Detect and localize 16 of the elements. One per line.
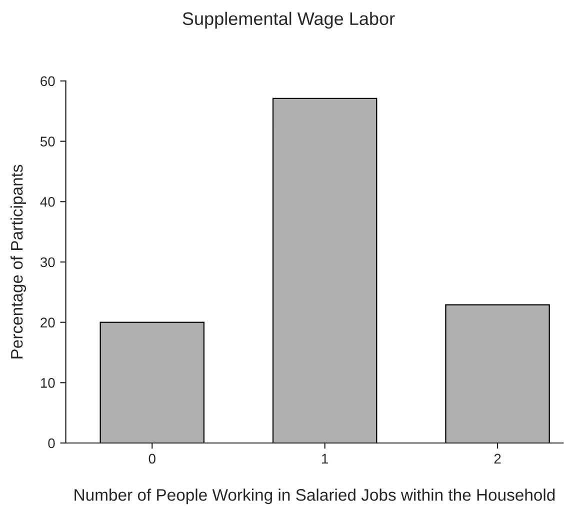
x-tick-label: 2 [494, 454, 501, 464]
x-tick-label: 0 [148, 454, 156, 464]
y-tick-label: 40 [40, 196, 55, 207]
y-tick-label: 60 [40, 76, 55, 86]
x-tick-label: 1 [322, 454, 328, 464]
y-tick-label: 30 [40, 257, 55, 268]
y-tick-label: 10 [40, 378, 55, 388]
y-axis-title: Percentage of Participants [10, 164, 26, 358]
bar [272, 98, 378, 444]
x-axis-title: Number of People Working in Salaried Jobs within the Household [74, 488, 555, 504]
chart-title: Supplemental Wage Labor [182, 12, 395, 29]
bar [445, 304, 550, 444]
bar [100, 322, 204, 444]
y-tick-label: 0 [48, 438, 55, 448]
y-tick-label: 50 [40, 136, 55, 146]
y-tick-label: 20 [40, 318, 55, 328]
